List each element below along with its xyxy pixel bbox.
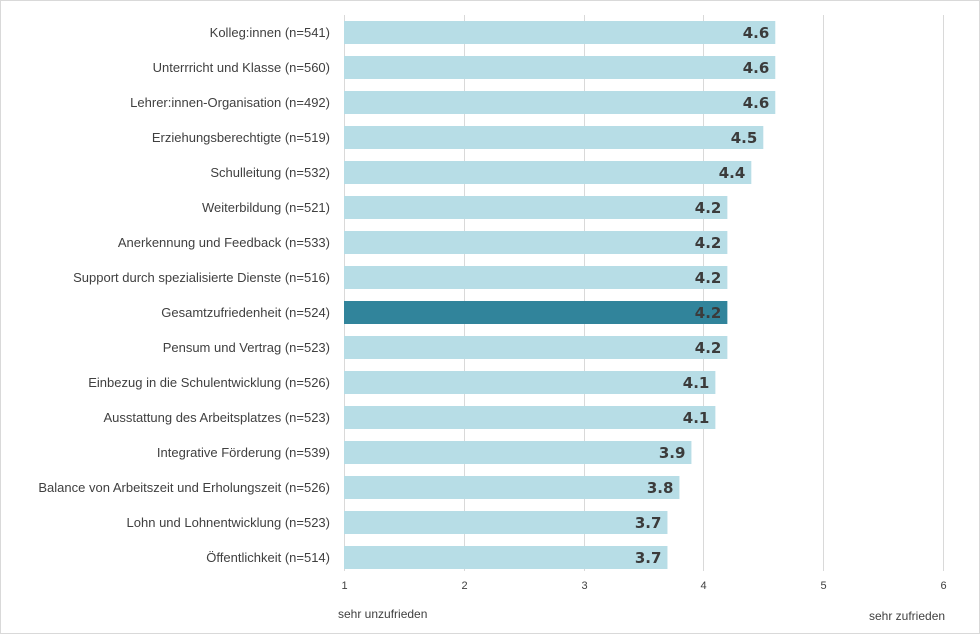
- data-label: 4.6: [743, 59, 770, 77]
- x-start-label: sehr unzufrieden: [338, 607, 428, 621]
- bar: [344, 511, 668, 534]
- data-label: 4.6: [743, 94, 770, 112]
- category-label: Pensum und Vertrag (n=523): [163, 340, 330, 355]
- category-label: Lehrer:innen-Organisation (n=492): [130, 95, 330, 110]
- data-label: 3.7: [635, 549, 662, 567]
- category-label: Einbezug in die Schulentwicklung (n=526): [88, 375, 330, 390]
- category-label: Weiterbildung (n=521): [202, 200, 330, 215]
- bar: [344, 301, 728, 324]
- category-label: Anerkennung und Feedback (n=533): [118, 235, 330, 250]
- category-label: Lohn und Lohnentwicklung (n=523): [127, 515, 330, 530]
- category-label: Kolleg:innen (n=541): [210, 25, 330, 40]
- bar: [344, 476, 680, 499]
- category-label: Integrative Förderung (n=539): [157, 445, 330, 460]
- x-tick-label: 5: [820, 580, 826, 592]
- data-label: 4.2: [695, 339, 722, 357]
- data-label: 3.7: [635, 514, 662, 532]
- bar: [344, 406, 716, 429]
- category-label: Support durch spezialisierte Dienste (n=…: [73, 270, 330, 285]
- data-label: 4.2: [695, 199, 722, 217]
- category-label: Gesamtzufriedenheit (n=524): [161, 305, 330, 320]
- category-label: Öffentlichkeit (n=514): [206, 550, 330, 565]
- category-label: Schulleitung (n=532): [210, 165, 330, 180]
- data-label: 3.8: [647, 479, 674, 497]
- bar: [344, 126, 764, 149]
- data-label: 4.2: [695, 269, 722, 287]
- category-label: Balance von Arbeitszeit und Erholungszei…: [38, 480, 330, 495]
- bar: [344, 546, 668, 569]
- data-label: 4.6: [743, 24, 770, 42]
- data-label: 4.4: [719, 164, 746, 182]
- bar: [344, 21, 776, 44]
- data-label: 3.9: [659, 444, 686, 462]
- category-label: Ausstattung des Arbeitsplatzes (n=523): [103, 410, 330, 425]
- bar: [344, 196, 728, 219]
- data-label: 4.2: [695, 234, 722, 252]
- bar: [344, 161, 752, 184]
- bar: [344, 441, 692, 464]
- data-label: 4.1: [683, 409, 710, 427]
- x-tick-label: 1: [341, 580, 347, 592]
- data-label: 4.2: [695, 304, 722, 322]
- x-tick-label: 2: [461, 580, 467, 592]
- x-end-label: sehr zufrieden: [869, 609, 946, 623]
- bar: [344, 266, 728, 289]
- x-tick-label: 6: [940, 580, 946, 592]
- category-label: Unterrricht und Klasse (n=560): [153, 60, 330, 75]
- bar: [344, 91, 776, 114]
- bar: [344, 371, 716, 394]
- bar: [344, 231, 728, 254]
- bar: [344, 56, 776, 79]
- x-tick-label: 4: [700, 580, 706, 592]
- category-label: Erziehungsberechtigte (n=519): [152, 130, 330, 145]
- bar: [344, 336, 728, 359]
- data-label: 4.5: [731, 129, 758, 147]
- data-label: 4.1: [683, 374, 710, 392]
- x-tick-label: 3: [581, 580, 587, 592]
